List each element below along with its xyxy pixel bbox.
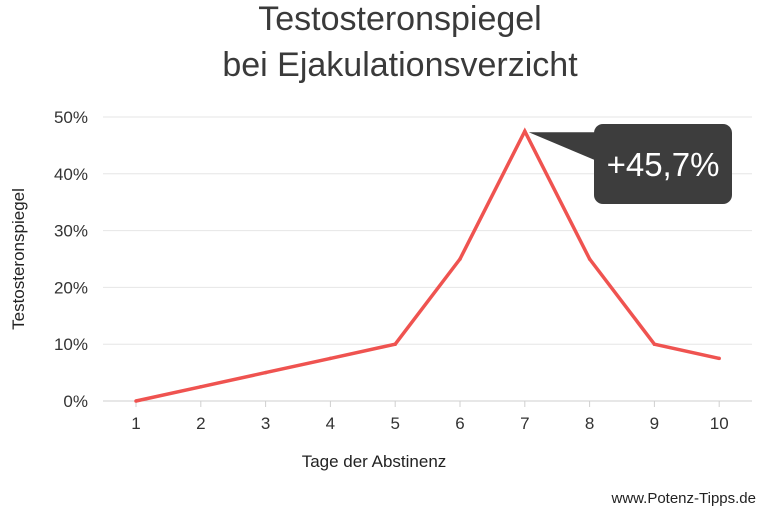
- callout-pointer: [528, 132, 600, 163]
- chart-title-line-1: Testosteronspiegel: [258, 0, 542, 38]
- y-tick-label: 40%: [54, 165, 88, 184]
- data-point: [523, 129, 527, 133]
- x-tick-label: 4: [326, 414, 335, 433]
- x-tick-label: 7: [520, 414, 529, 433]
- x-tick-label: 3: [261, 414, 270, 433]
- callout-annotation: +45,7%: [528, 124, 732, 204]
- x-tick-label: 6: [455, 414, 464, 433]
- gridlines: [103, 116, 752, 402]
- x-tick-label: 8: [585, 414, 594, 433]
- y-axis-ticks: 0% 10% 20% 30% 40% 50%: [54, 108, 88, 411]
- y-axis-label: Testosteronspiegel: [9, 188, 28, 330]
- data-point: [263, 370, 268, 375]
- data-point: [652, 342, 657, 346]
- data-point: [458, 257, 462, 261]
- series-line: [135, 127, 720, 403]
- x-tick-label: 1: [131, 414, 140, 433]
- x-tick-label: 5: [390, 414, 399, 433]
- watermark-text: www.Potenz-Tipps.de: [610, 490, 756, 507]
- callout-box: [594, 124, 732, 204]
- data-point: [199, 385, 203, 389]
- chart-title-line-2: bei Ejakulationsverzicht: [222, 46, 578, 84]
- y-tick-label: 10%: [54, 335, 88, 354]
- x-tick-label: 9: [650, 414, 659, 433]
- data-point: [393, 342, 397, 346]
- x-axis-label: Tage der Abstinenz: [302, 452, 447, 471]
- x-tick-label: 2: [196, 414, 205, 433]
- series-layer: [134, 127, 721, 403]
- data-point: [587, 257, 592, 261]
- data-point: [134, 399, 138, 403]
- y-tick-label: 50%: [54, 108, 88, 127]
- y-tick-label: 30%: [54, 222, 88, 241]
- callout-label: +45,7%: [607, 146, 720, 183]
- x-tick-label: 10: [710, 414, 729, 433]
- data-point: [717, 356, 721, 361]
- x-axis-ticks: 1 2 3 4 5 6 7 8 9 10: [131, 401, 729, 433]
- data-point: [328, 356, 333, 361]
- y-tick-label: 0%: [63, 392, 88, 411]
- y-tick-label: 20%: [54, 278, 88, 297]
